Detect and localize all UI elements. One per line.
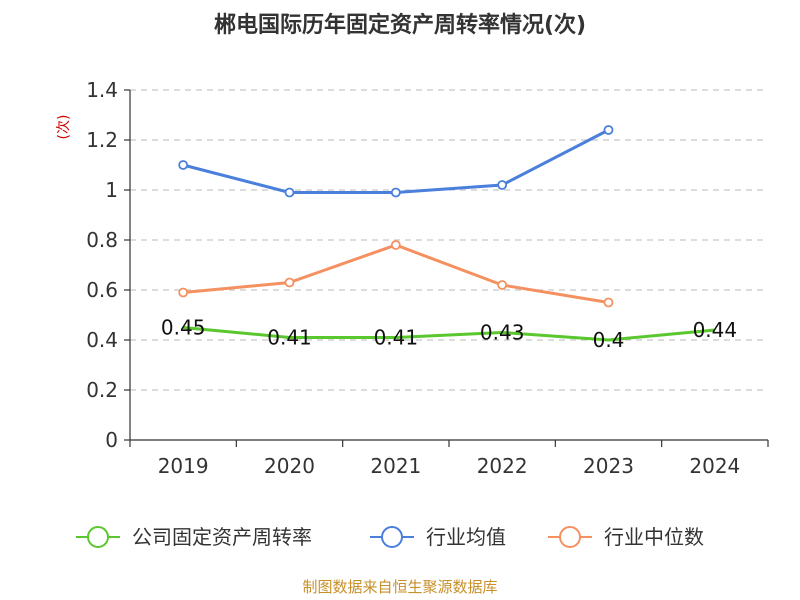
- x-tick-label: 2020: [264, 454, 315, 478]
- grid-lines: [130, 89, 768, 391]
- legend-marker: [87, 526, 109, 548]
- legend-label: 公司固定资产周转率: [132, 525, 312, 549]
- series-marker: [497, 180, 508, 190]
- legend-label: 行业均值: [426, 525, 506, 549]
- chart-title: 郴电国际历年固定资产周转率情况(次): [214, 12, 586, 38]
- source-note: 制图数据来自恒生聚源数据库: [302, 578, 497, 596]
- series-line: [183, 326, 715, 342]
- series-marker: [178, 287, 189, 298]
- series-marker: [284, 187, 295, 198]
- data-label: 0.44: [693, 318, 738, 342]
- x-tick-label: 2019: [158, 454, 209, 478]
- y-tick-label: 0.6: [86, 278, 118, 302]
- data-labels: 0.45 0.41 0.41 0.43 0.4 0.44: [161, 316, 737, 353]
- series-line: [182, 128, 610, 194]
- y-tick-label: 0.2: [86, 378, 118, 402]
- y-tick-label: 1.4: [86, 78, 118, 102]
- y-tick-label: 0.4: [86, 328, 118, 352]
- data-label: 0.41: [374, 326, 419, 350]
- y-tick-label: 0.8: [86, 228, 118, 252]
- series-marker: [390, 240, 401, 250]
- x-tick-label: 2022: [477, 454, 528, 478]
- data-label: 0.43: [480, 321, 525, 345]
- series-marker: [390, 187, 401, 198]
- series-marker: [284, 277, 295, 288]
- axes: 0 0.2 0.4 0.6 0.8 1 1.2 1.4 2019 2020 2021 2022 2023…: [86, 78, 769, 478]
- x-tick-label: 2023: [583, 454, 634, 478]
- y-tick-label: 0: [105, 428, 118, 452]
- data-label: 0.41: [267, 326, 312, 350]
- legend-marker: [559, 526, 581, 548]
- x-tick-label: 2024: [689, 454, 740, 478]
- x-tick-label: 2021: [370, 454, 421, 478]
- data-label: 0.4: [593, 328, 625, 352]
- legend-marker: [381, 526, 403, 548]
- legend: 公司固定资产周转率 行业均值 行业中位数: [76, 525, 704, 549]
- y-tick-label: 1.2: [86, 128, 118, 152]
- y-tick-label: 1: [105, 178, 118, 202]
- series-marker: [603, 125, 614, 135]
- legend-label: 行业中位数: [604, 525, 704, 549]
- series-marker: [178, 160, 189, 170]
- y-axis-unit-label: (次): [56, 115, 72, 140]
- series-marker: [497, 280, 508, 290]
- data-label: 0.45: [161, 316, 206, 340]
- series-line: [183, 243, 609, 304]
- series-lines: [178, 125, 715, 342]
- series-marker: [603, 297, 614, 308]
